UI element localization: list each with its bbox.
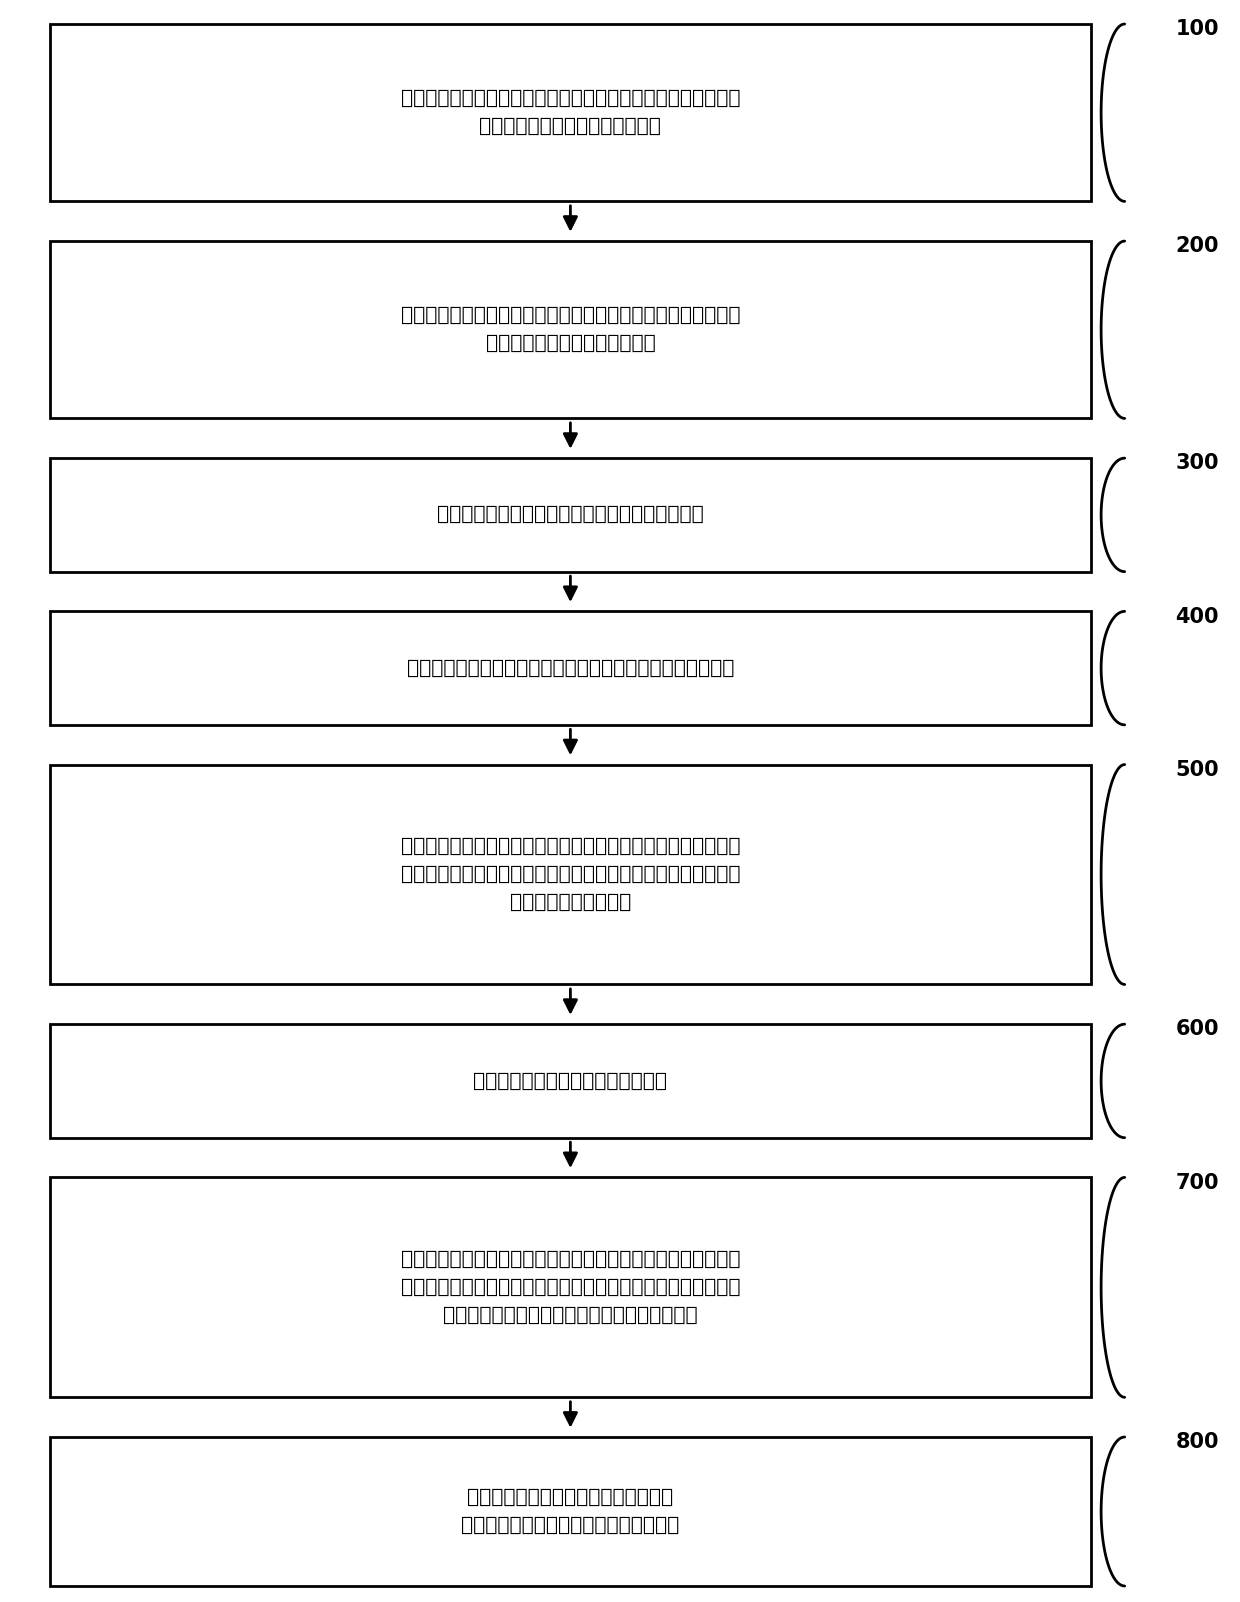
Text: 500: 500 [1176,759,1219,780]
Bar [50,1437,1091,1586]
Bar [50,240,1091,418]
Text: 700: 700 [1176,1173,1219,1192]
Text: 将最佳充电站的位置发送至用户终端，
以便用户选择是否对待充电车辆进行充电: 将最佳充电站的位置发送至用户终端， 以便用户选择是否对待充电车辆进行充电 [461,1488,680,1535]
Bar [50,612,1091,724]
Text: 800: 800 [1176,1432,1219,1453]
Text: 200: 200 [1176,235,1219,256]
Bar [50,764,1091,985]
Text: 将同时充电车辆数量的最大值确定为对应充电站的充电桩数量: 将同时充电车辆数量的最大值确定为对应充电站的充电桩数量 [407,658,734,678]
Text: 基于新能源汽车国家监测与管理平台获取每个充电站当前时刻正
在充电的电动汽车数量、每个充电站空闲充电桩的个数和每个车
辆当前时刻的剩余电量: 基于新能源汽车国家监测与管理平台获取每个充电站当前时刻正 在充电的电动汽车数量、… [401,836,740,912]
Text: 100: 100 [1176,19,1219,38]
Text: 600: 600 [1176,1019,1219,1040]
Text: 采用基于密度的聚类算法，对同一时间内的车辆位置数据进行聚
类，得到所有充电站的位置信息: 采用基于密度的聚类算法，对同一时间内的车辆位置数据进行聚 类，得到所有充电站的位… [401,306,740,354]
Text: 400: 400 [1176,607,1219,626]
Text: 基于新能源汽车国家监测与管理平台上的电动汽车充电数据，获
取同一时间内充电的车辆位置数据: 基于新能源汽车国家监测与管理平台上的电动汽车充电数据，获 取同一时间内充电的车辆… [401,90,740,136]
Text: 获取每个充电站对应的同时充电车辆数量的最大值: 获取每个充电站对应的同时充电车辆数量的最大值 [436,505,704,524]
Text: 300: 300 [1176,453,1219,473]
Bar [50,24,1091,202]
Bar [50,1177,1091,1397]
Text: 根据每个充电站当前时刻正在充电的电动汽车数量、每个充电站
空闲充电桩的个数、待充电车辆当前时刻的剩余电量和待充电车
辆当前时刻的位置信息，确定最佳充电站的位置: 根据每个充电站当前时刻正在充电的电动汽车数量、每个充电站 空闲充电桩的个数、待充… [401,1250,740,1325]
Bar [50,458,1091,572]
Bar [50,1024,1091,1137]
Text: 获取待充电车辆当前时刻的位置信息: 获取待充电车辆当前时刻的位置信息 [474,1072,667,1091]
